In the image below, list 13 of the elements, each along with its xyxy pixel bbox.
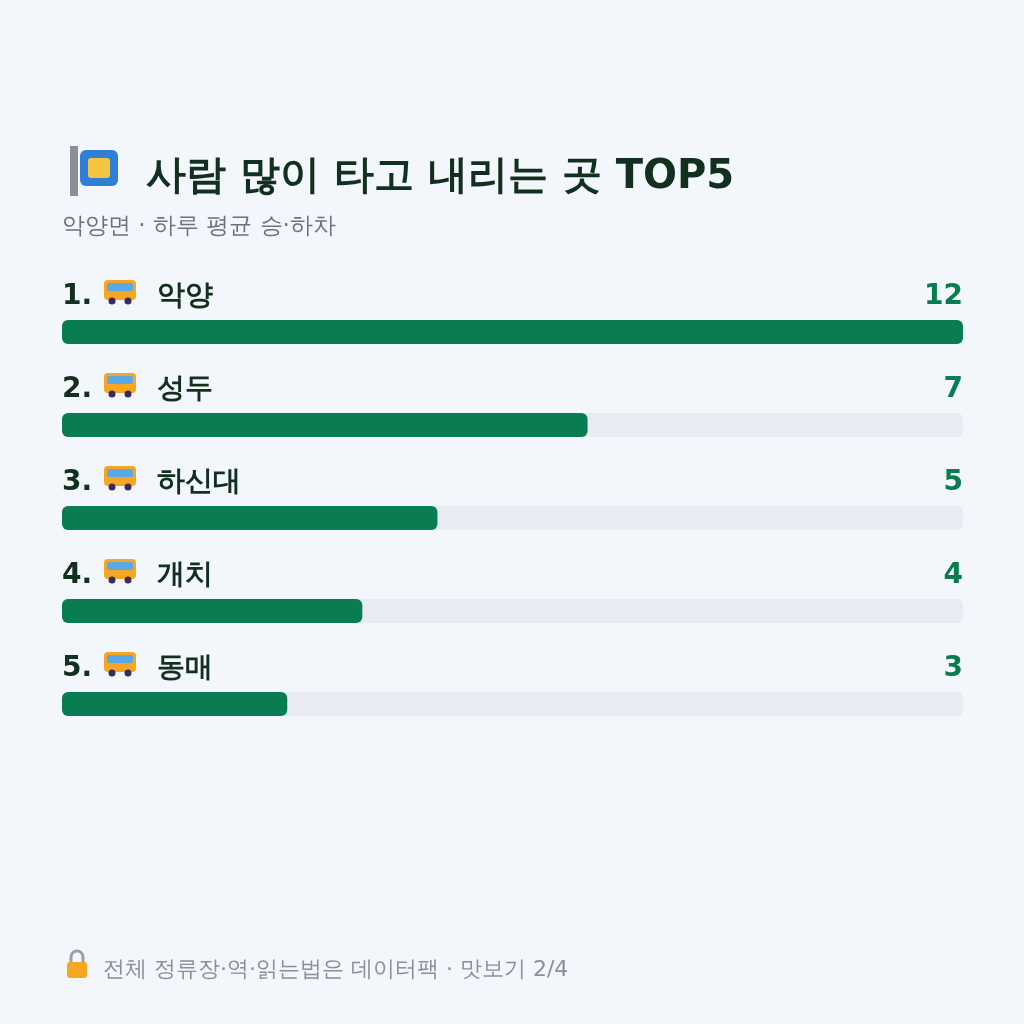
data-label: 12: [924, 278, 963, 311]
category-label: 1. 악양: [62, 278, 213, 311]
category-label: 2. 성두: [62, 371, 213, 404]
category-label: 4. 개치: [62, 557, 213, 590]
category-label: 5. 동매: [62, 650, 213, 683]
chart-subtitle: 악양면 · 하루 평균 승·하차: [62, 212, 336, 238]
data-label: 4: [943, 557, 963, 590]
data-label: 5: [943, 464, 963, 497]
data-label: 3: [943, 650, 963, 683]
category-label: 3. 하신대: [62, 464, 241, 497]
data-label: 7: [943, 371, 963, 404]
chart-title: 사람 많이 타고 내리는 곳 TOP5: [146, 151, 735, 197]
text: 전체 정류장·역·읽는법은 데이터팩 · 맛보기 2/4: [103, 956, 569, 981]
